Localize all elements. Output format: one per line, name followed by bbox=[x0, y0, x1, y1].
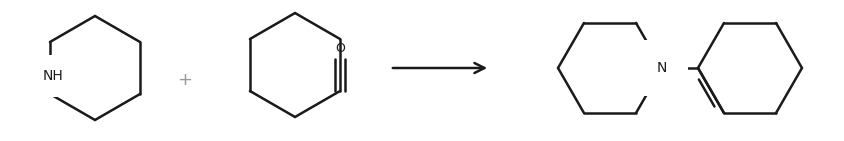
Text: O: O bbox=[335, 42, 345, 55]
Text: NH: NH bbox=[42, 69, 63, 83]
Text: +: + bbox=[177, 71, 192, 89]
Text: N: N bbox=[657, 61, 668, 75]
